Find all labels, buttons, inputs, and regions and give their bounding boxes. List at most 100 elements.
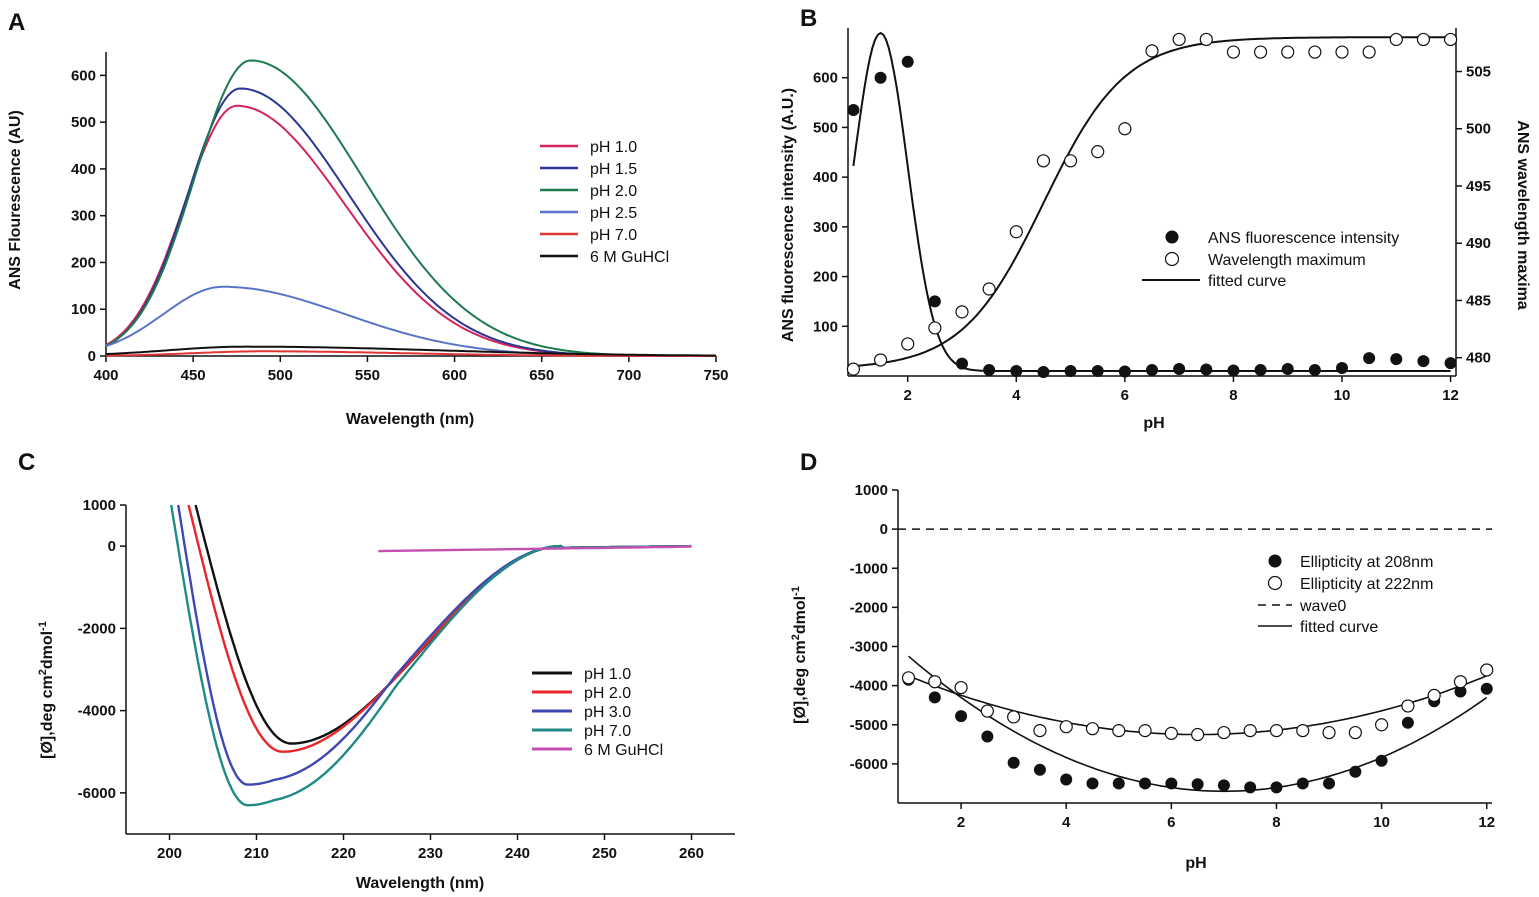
panel-b-point-intensity-14 (1227, 364, 1240, 377)
panel-c-x-tick-label-230: 230 (418, 845, 443, 862)
panel-c-legend-label-2: pH 3.0 (584, 704, 631, 721)
panel-d-fit-208 (907, 655, 1488, 793)
panel-b-letter: B (800, 5, 817, 32)
panel-c-legend-label-0: pH 1.0 (584, 666, 631, 683)
panel-b-x-tick-label-2: 2 (904, 387, 912, 404)
panel-a-x-tick-label-600: 600 (442, 367, 467, 384)
panel-d-y-tick-label--3000: -3000 (850, 639, 888, 656)
panel-b-point-intensity-6 (1010, 365, 1023, 378)
panel-d-point-208-4 (1007, 756, 1020, 769)
panel-d-point-208-11 (1191, 778, 1204, 791)
panel-a-y-ticks: 0 100 200 300 400 500 600 (71, 67, 106, 365)
panel-b-y-tick-label-500: 500 (813, 119, 838, 136)
panel-b-point-wavelength-2 (901, 337, 915, 351)
panel-d-point-222-17 (1348, 725, 1362, 740)
panel-d-point-208-9 (1139, 777, 1152, 790)
panel-a-x-tick-label-700: 700 (616, 367, 641, 384)
panel-b-point-wavelength-13 (1199, 32, 1213, 47)
panel-b-point-intensity-3 (928, 295, 941, 308)
panel-d-point-208-19 (1401, 716, 1414, 729)
panel-d-legend-marker-0 (1268, 554, 1282, 568)
panel-d-point-222-16 (1322, 725, 1336, 740)
panel-b-legend-label-2: fitted curve (1208, 273, 1286, 290)
panel-b-point-wavelength-5 (982, 282, 996, 296)
panel-a-legend: pH 1.0 pH 1.5 pH 2.0 pH 2.5 pH 7.0 6 M GuHCl (540, 139, 669, 266)
panel-b-point-intensity-19 (1363, 352, 1376, 365)
panel-c-x-label: Wavelength (nm) (356, 875, 484, 892)
panel-c-legend: pH 1.0 pH 2.0 pH 3.0 pH 7.0 6 M GuHCl (532, 666, 663, 759)
panel-d-point-222-3 (980, 704, 994, 718)
panel-c-y-label: [Ø],deg cm2dmol-1 (37, 621, 56, 759)
panel-a-y-label: ANS Flourescence (AU) (7, 110, 24, 290)
panel-d-point-222-11 (1191, 727, 1205, 742)
panel-d-point-208-18 (1375, 754, 1388, 767)
panel-a-x-label: Wavelength (nm) (346, 411, 474, 428)
panel-b-yr-tick-label-485: 485 (1466, 292, 1491, 309)
panel-d-point-222-22 (1480, 663, 1494, 677)
panel-c-y-tick-label--6000: -6000 (78, 785, 116, 802)
panel-c-legend-label-4: 6 M GuHCl (584, 742, 663, 759)
panel-d-point-222-1 (928, 675, 942, 689)
panel-c: C 200 210 220 230 240 250 260 1000 0 -2000 -4000 -… (18, 449, 735, 892)
panel-a-y-tick-label-400: 400 (71, 161, 96, 178)
panel-d-point-222-5 (1033, 724, 1047, 738)
panel-a-legend-label-1: pH 1.5 (590, 161, 637, 178)
panel-b-y-ticks-right: 480 485 490 495 500 505 (1456, 64, 1491, 367)
panel-d-legend: Ellipticity at 208nm Ellipticity at 222nm… (1258, 554, 1433, 636)
panel-a-letter: A (8, 9, 25, 36)
panel-d-x-tick-label-6: 6 (1167, 814, 1175, 831)
panel-a-y-tick-label-300: 300 (71, 208, 96, 225)
panel-d-x-tick-label-12: 12 (1478, 814, 1495, 831)
panel-d-x-tick-label-2: 2 (957, 814, 965, 831)
panel-b-point-intensity-21 (1417, 355, 1430, 368)
panel-a-x-tick-label-500: 500 (268, 367, 293, 384)
panel-a-legend-label-4: pH 7.0 (590, 227, 637, 244)
panel-a-x-tick-label-750: 750 (703, 367, 728, 384)
panel-a-x-tick-label-650: 650 (529, 367, 554, 384)
panel-d-point-222-14 (1269, 724, 1284, 738)
panel-d-point-222-10 (1164, 726, 1178, 740)
panel-d-point-222-13 (1243, 724, 1257, 738)
panel-d-point-222-19 (1401, 699, 1415, 713)
panel-b-point-wavelength-0 (846, 362, 861, 376)
panel-a-x-tick-label-450: 450 (181, 367, 206, 384)
panel-b-point-wavelength-20 (1389, 32, 1403, 47)
panel-b-point-wavelength-14 (1226, 45, 1241, 59)
panel-d-point-208-22 (1480, 682, 1493, 695)
panel-a-legend-label-2: pH 2.0 (590, 183, 637, 200)
panel-a-y-tick-label-100: 100 (71, 301, 96, 318)
panel-d-point-222-4 (1007, 710, 1021, 724)
panel-b-point-intensity-17 (1308, 364, 1321, 377)
panel-b-point-intensity-15 (1254, 364, 1267, 377)
panel-b-fitted-curves (852, 31, 1451, 372)
panel-b-point-wavelength-4 (955, 305, 969, 319)
panel-d-point-208-5 (1033, 763, 1046, 776)
panel-d-point-222-6 (1059, 720, 1073, 734)
panel-d-point-208-8 (1112, 777, 1125, 790)
panel-b-y-tick-label-400: 400 (813, 169, 838, 186)
panel-a-y-tick-label-500: 500 (71, 114, 96, 131)
panel-d-point-208-21 (1454, 685, 1467, 698)
panel-b-y-tick-label-200: 200 (813, 269, 838, 286)
panel-d-point-222-7 (1085, 722, 1100, 736)
panel-b-point-wavelength-15 (1253, 45, 1268, 59)
panel-a-y-tick-label-200: 200 (71, 254, 96, 271)
panel-c-line-4 (378, 545, 692, 553)
panel-c-x-tick-label-260: 260 (679, 845, 704, 862)
panel-b-x-tick-label-8: 8 (1229, 387, 1237, 404)
panel-d-point-208-17 (1349, 765, 1362, 778)
panel-b-legend-label-0: ANS fluorescence intensity (1208, 230, 1399, 247)
panel-d-legend-label-0: Ellipticity at 208nm (1300, 554, 1433, 571)
panel-d-y-ticks: 1000 0 -1000 -2000 -3000 -4000 -5000 -6000 (850, 482, 898, 773)
panel-d-legend-label-1: Ellipticity at 222nm (1300, 576, 1433, 593)
panel-b-point-wavelength-16 (1281, 45, 1295, 59)
panel-b-point-intensity-1 (874, 71, 887, 84)
panel-b-y-ticks: 100 200 300 400 500 600 (813, 70, 848, 335)
panel-b-point-intensity-11 (1146, 364, 1158, 377)
panel-b-legend-marker-0 (1165, 230, 1179, 244)
panel-b-point-intensity-4 (956, 357, 968, 370)
panel-d-point-208-7 (1086, 777, 1099, 790)
panel-d-point-208-6 (1060, 773, 1073, 786)
panel-d: D 2 4 6 8 10 12 1000 0 -1000 -2000 -3000 -4000 -500… (790, 449, 1495, 872)
